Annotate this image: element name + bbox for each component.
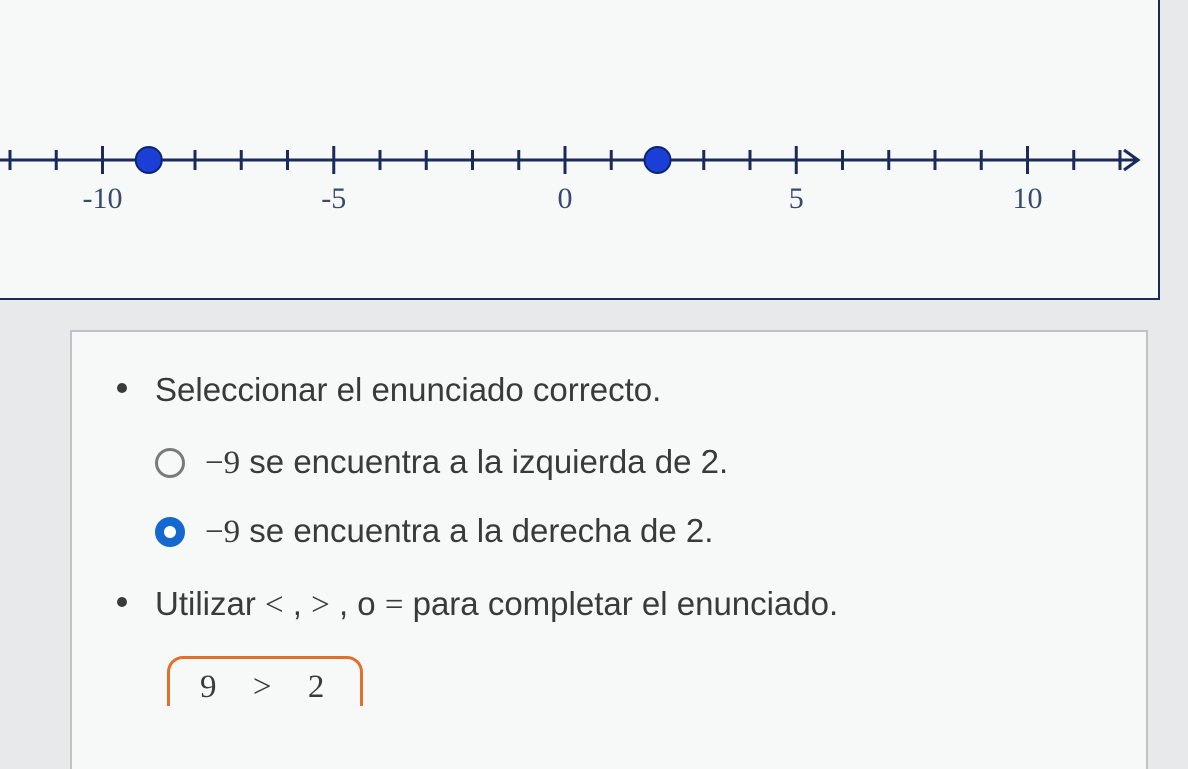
svg-text:-5: -5	[321, 182, 346, 215]
answer-expression: 9 > 2	[200, 667, 330, 704]
option-1-text: −9 se encuentra a la izquierda de 2.	[205, 443, 728, 482]
radio-selected-icon[interactable]	[155, 517, 185, 547]
bullet-icon	[117, 383, 127, 393]
option-2-rest: se encuentra a la derecha de 2.	[240, 512, 713, 549]
fillp-0: Utilizar	[155, 585, 265, 622]
option-1[interactable]: −9 se encuentra a la izquierda de 2.	[155, 443, 1101, 482]
svg-text:-10: -10	[83, 182, 123, 215]
fillp-2: ,	[284, 585, 312, 622]
svg-text:5: 5	[789, 182, 804, 215]
option-1-rest: se encuentra a la izquierda de 2.	[240, 443, 728, 480]
answer-op: >	[253, 669, 278, 705]
svg-text:0: 0	[558, 182, 573, 215]
answer-right: 2	[308, 669, 331, 705]
answer-left: 9	[200, 669, 223, 705]
fillp-5: =	[385, 587, 404, 623]
bullet-icon	[117, 597, 127, 607]
question-panel: Seleccionar el enunciado correcto. −9 se…	[70, 330, 1148, 769]
answer-row: 9 > 2	[167, 656, 1101, 706]
fillp-3: >	[311, 587, 330, 623]
option-2-prefix: −9	[205, 514, 240, 550]
number-line-panel: -10 -5 0 5 10	[0, 0, 1160, 300]
question-prompt-row: Seleccionar el enunciado correcto.	[117, 367, 1101, 413]
number-line: -10 -5 0 5 10	[0, 120, 1150, 230]
question-prompt: Seleccionar el enunciado correcto.	[155, 367, 661, 413]
fillp-6: para completar el enunciado.	[403, 585, 838, 622]
option-2[interactable]: −9 se encuentra a la derecha de 2.	[155, 512, 1101, 551]
fill-in-prompt: Utilizar < , > , o = para completar el e…	[155, 581, 838, 628]
answer-box[interactable]: 9 > 2	[167, 656, 363, 706]
options-group: −9 se encuentra a la izquierda de 2. −9 …	[155, 443, 1101, 551]
fill-in-prompt-row: Utilizar < , > , o = para completar el e…	[117, 581, 1101, 628]
option-1-prefix: −9	[205, 445, 240, 481]
svg-text:10: 10	[1013, 182, 1043, 215]
radio-unselected-icon[interactable]	[155, 448, 185, 478]
fillp-1: <	[265, 587, 284, 623]
fillp-4: , o	[330, 585, 385, 622]
option-2-text: −9 se encuentra a la derecha de 2.	[205, 512, 713, 551]
